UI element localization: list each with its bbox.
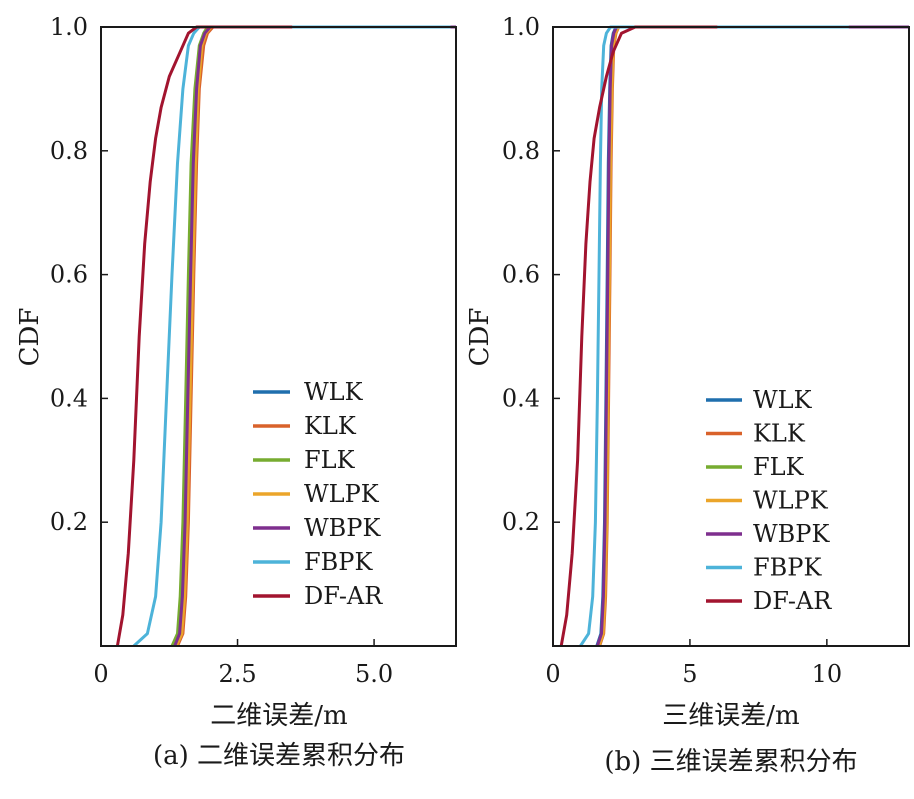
chart-panel-a: 0 2.5 5.0 0.2 0.4 0.6 0.8 1.0 CDF 二维误差/m (a) 二维…	[15, 13, 457, 771]
legend-label-flk: FLK	[304, 446, 356, 474]
legend-label-fbpk: FBPK	[753, 554, 822, 582]
legend-b: WLK KLK FLK WLPK WBPK FBPK DF-AR	[706, 386, 832, 615]
plot-frame-b	[552, 26, 910, 647]
y-tick-label: 0.8	[502, 137, 540, 165]
legend-label-df-ar: DF-AR	[753, 587, 832, 615]
plot-frame-a	[100, 26, 457, 647]
legend-label-wlk: WLK	[753, 386, 813, 414]
legend-label-flk: FLK	[753, 453, 805, 481]
y-axis-label-a: CDF	[15, 308, 45, 367]
y-axis-label-b: CDF	[465, 308, 495, 367]
y-tick-label: 0.6	[502, 261, 540, 289]
y-tick-label: 0.4	[50, 384, 88, 412]
y-tick-label: 0.8	[50, 137, 88, 165]
legend-label-wbpk: WBPK	[304, 514, 381, 542]
y-tick-label: 1.0	[502, 13, 540, 41]
y-tick-label: 0.6	[50, 261, 88, 289]
x-tick-label: 5	[682, 660, 697, 688]
x-tick-label: 2.5	[218, 660, 256, 688]
x-tick-label: 0	[93, 660, 108, 688]
legend-label-wlk: WLK	[304, 378, 364, 406]
series-line-df-ar	[115, 25, 293, 647]
legend-label-wlpk: WLPK	[304, 480, 380, 508]
series-layer-a	[115, 25, 456, 648]
legend-label-df-ar: DF-AR	[304, 582, 383, 610]
x-axis-label-a: 二维误差/m	[210, 701, 347, 731]
legend-label-wbpk: WBPK	[753, 520, 830, 548]
legend-label-klk: KLK	[753, 420, 806, 448]
legend-a: WLK KLK FLK WLPK WBPK FBPK DF-AR	[253, 378, 383, 610]
legend-label-fbpk: FBPK	[304, 548, 373, 576]
x-tick-label: 0	[545, 660, 560, 688]
ticks-layer-a: 0 2.5 5.0 0.2 0.4 0.6 0.8 1.0	[50, 13, 393, 688]
caption-a: (a) 二维误差累积分布	[153, 741, 405, 771]
y-tick-label: 0.2	[502, 508, 540, 536]
y-tick-label: 0.2	[50, 508, 88, 536]
series-layer-b	[559, 25, 909, 647]
ticks-layer-b: 0 5 10 0.2 0.4 0.6 0.8 1.0	[502, 13, 842, 688]
x-tick-label: 10	[812, 660, 843, 688]
legend-label-wlpk: WLPK	[753, 487, 829, 515]
legend-label-klk: KLK	[304, 412, 357, 440]
y-tick-label: 0.4	[502, 384, 540, 412]
x-axis-label-b: 三维误差/m	[662, 701, 799, 731]
x-tick-label: 5.0	[355, 660, 393, 688]
caption-b: (b) 三维误差累积分布	[604, 747, 857, 777]
series-line-df-ar	[559, 25, 718, 647]
chart-panel-b: 0 5 10 0.2 0.4 0.6 0.8 1.0 CDF 三维误差/m (b) 三维误差累…	[465, 13, 910, 777]
y-tick-label: 1.0	[50, 13, 88, 41]
